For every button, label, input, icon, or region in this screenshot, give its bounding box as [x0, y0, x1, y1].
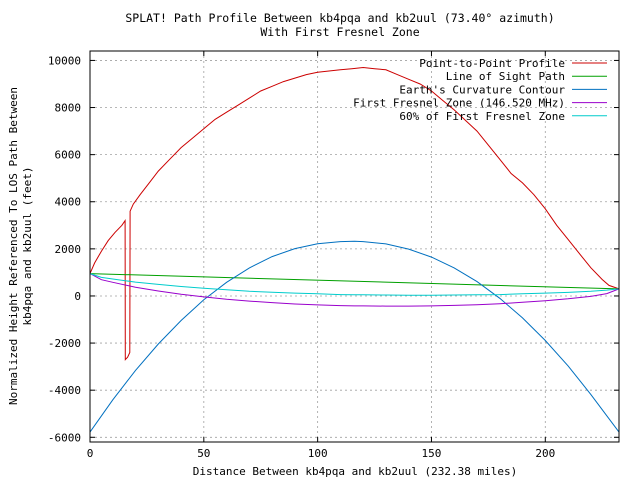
y-tick-label: 2000: [55, 243, 82, 256]
y-tick-label: 8000: [55, 102, 82, 115]
chart-subtitle: With First Fresnel Zone: [260, 25, 419, 39]
x-tick-label: 0: [87, 447, 94, 460]
y-axis-label: Normalized Height Referenced To LOS Path…: [7, 87, 20, 405]
y-tick-label: 0: [74, 290, 81, 303]
y-tick-label: 6000: [55, 149, 82, 162]
series-line-1: [89, 66, 620, 361]
y-tick-label: 4000: [55, 196, 82, 209]
legend-label: First Fresnel Zone (146.520 MHz): [353, 97, 565, 110]
x-tick-label: 150: [422, 447, 442, 460]
legend-label: Point-to-Point Profile: [419, 57, 565, 70]
y-tick-label: -6000: [48, 431, 81, 444]
series-line-3: [89, 240, 620, 433]
legend-label: 60% of First Fresnel Zone: [399, 110, 565, 123]
x-tick-label: 200: [535, 447, 555, 460]
legend-label: Line of Sight Path: [446, 70, 565, 83]
y-axis-label-line2: kb4pqa and kb2uul (feet): [21, 167, 34, 326]
y-tick-label: 10000: [48, 54, 81, 67]
x-tick-label: 50: [197, 447, 210, 460]
legend-label: Earth's Curvature Contour: [399, 83, 565, 96]
axis-ticks: 0 50 100 150 200 -6000 -4000 -2000 0 2000 4000 6000…: [48, 51, 619, 460]
y-tick-label: -4000: [48, 384, 81, 397]
grid-lines: [90, 51, 619, 442]
series-lines: [89, 66, 620, 433]
x-axis-label: Distance Between kb4pqa and kb2uul (232.…: [193, 465, 518, 478]
plot-frame: [89, 50, 620, 443]
series-line-5: [89, 273, 620, 296]
series-line-4: [89, 273, 620, 307]
x-tick-label: 100: [308, 447, 328, 460]
y-tick-label: -2000: [48, 337, 81, 350]
chart-title: SPLAT! Path Profile Between kb4pqa and k…: [125, 11, 554, 25]
series-line-2: [89, 273, 620, 290]
